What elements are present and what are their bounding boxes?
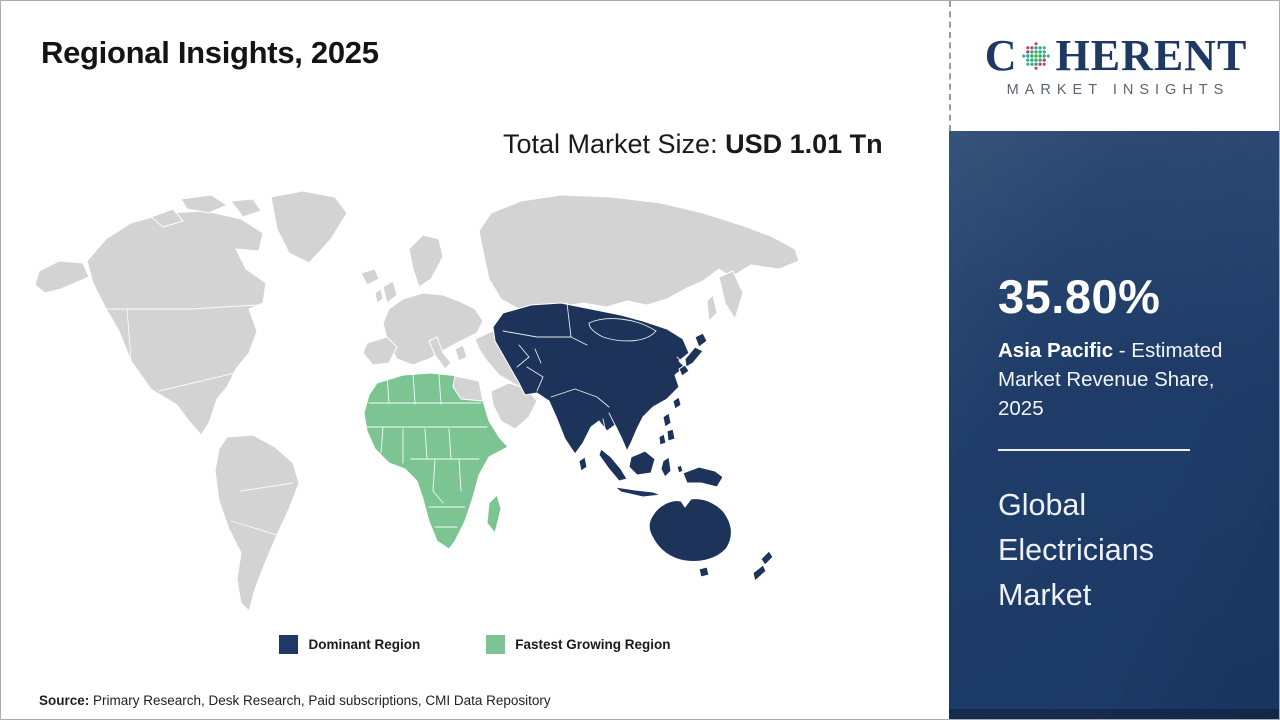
map-java (614, 486, 662, 498)
brand-letter-c: C (984, 31, 1018, 80)
legend-label-fastest-growing: Fastest Growing Region (515, 637, 671, 652)
map-africa (363, 372, 509, 550)
legend-item-fastest-growing: Fastest Growing Region (486, 635, 671, 654)
map-japan-hokkaido (694, 332, 708, 348)
map-europe (382, 292, 484, 366)
brand-subtitle: MARKET INSIGHTS (1006, 82, 1230, 98)
world-map-svg (34, 190, 800, 612)
map-region-other-egypt (452, 375, 484, 402)
map-new-guinea (682, 466, 724, 488)
market-share-desc-rest: - Estimated Market Revenue Share, 2025 (998, 339, 1223, 420)
map-country-borders (100, 302, 684, 536)
map-ireland (374, 288, 384, 304)
market-share-description: Asia Pacific - Estimated Market Revenue … (998, 336, 1238, 423)
map-asia-mainland (492, 302, 690, 455)
map-italy (428, 336, 452, 370)
legend-item-dominant: Dominant Region (279, 635, 420, 654)
sidebar-divider (998, 449, 1190, 451)
map-south-america (214, 434, 300, 612)
source-text: Primary Research, Desk Research, Paid su… (89, 693, 551, 708)
brand-letters-rest: HERENT (1055, 31, 1248, 80)
map-australia (648, 498, 732, 562)
world-map (31, 190, 801, 621)
map-madagascar (486, 494, 502, 534)
map-sakhalin (706, 294, 718, 322)
map-japan-kyushu (678, 364, 690, 377)
market-share-value: 35.80% (998, 270, 1161, 323)
map-north-america (86, 210, 267, 436)
map-greece (454, 344, 468, 362)
map-sumatra (598, 448, 628, 482)
map-alaska (34, 260, 90, 294)
map-region-fastest-growing (363, 372, 509, 550)
total-market-size-value: USD 1.01 Tn (725, 129, 883, 159)
logo-area: C (949, 1, 1279, 131)
map-borneo (628, 450, 656, 476)
map-taiwan (672, 396, 682, 410)
market-share-region: Asia Pacific (998, 339, 1114, 362)
map-iceland (360, 268, 380, 286)
total-market-size: Total Market Size: USD 1.01 Tn (503, 125, 891, 164)
legend-label-dominant: Dominant Region (308, 637, 421, 652)
map-kamchatka (718, 270, 744, 320)
dominant-region-swatch (279, 635, 299, 654)
market-name: Global Electricians Market (998, 488, 1154, 612)
map-uk (382, 280, 398, 304)
map-scandinavia (408, 234, 444, 288)
map-new-zealand-south (752, 564, 767, 582)
source-label: Source: (39, 693, 90, 708)
map-new-zealand-north (760, 550, 774, 566)
map-arctic-islands (180, 194, 228, 214)
map-iberia (362, 336, 398, 366)
total-market-size-label: Total Market Size: (503, 129, 726, 159)
map-sulawesi (660, 456, 672, 478)
map-egypt (452, 375, 484, 402)
map-greenland (270, 190, 348, 264)
map-region-dominant (492, 302, 774, 582)
source-line: Source: Primary Research, Desk Research,… (39, 693, 551, 708)
fastest-growing-region-swatch (486, 635, 506, 654)
globe-dots-icon (1022, 42, 1051, 70)
map-philippines (662, 412, 672, 428)
page-title: Regional Insights, 2025 (41, 35, 379, 70)
sidebar: 35.80% Asia Pacific - Estimated Market R… (949, 131, 1279, 719)
map-russia (478, 194, 800, 314)
map-tasmania (698, 566, 710, 578)
map-sri-lanka (578, 456, 588, 472)
map-legend: Dominant Region Fastest Growing Region (1, 635, 949, 654)
map-region-other (34, 190, 800, 612)
brand-logo: C (985, 34, 1248, 78)
